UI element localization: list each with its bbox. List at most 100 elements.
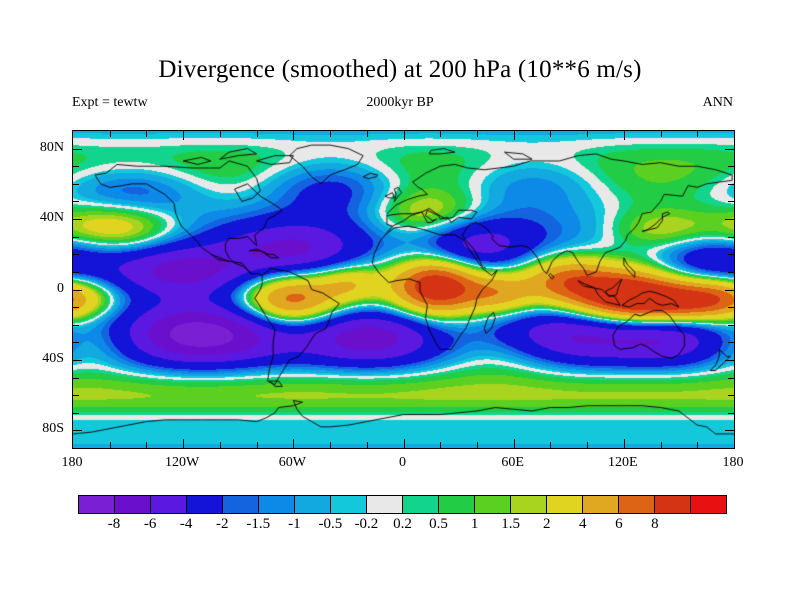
latitude-minor-tick [73, 236, 79, 238]
longitude-minor-tick [366, 442, 368, 448]
longitude-tick-label: 60E [501, 455, 524, 470]
colorbar [78, 495, 727, 514]
latitude-tick-label: 40N [39, 210, 64, 226]
longitude-major-tick [403, 439, 405, 448]
latitude-minor-tick [73, 342, 79, 344]
latitude-minor-tick [73, 412, 79, 414]
colorbar-cell [619, 496, 655, 513]
experiment-label: Expt = tewtw [72, 95, 148, 110]
colorbar-cell [367, 496, 403, 513]
colorbar-tick-label: 6 [615, 516, 623, 532]
longitude-minor-tick [550, 442, 552, 448]
colorbar-tick-label: -2 [215, 516, 229, 532]
longitude-minor-tick [256, 131, 258, 137]
latitude-tick-label: 0 [57, 280, 64, 296]
colorbar-cell [403, 496, 439, 513]
longitude-major-tick [293, 439, 295, 448]
latitude-minor-tick [728, 342, 734, 344]
longitude-minor-tick [146, 131, 148, 137]
colorbar-tick-label: -0.2 [354, 516, 379, 532]
longitude-major-tick [513, 131, 515, 140]
longitude-minor-tick [109, 442, 111, 448]
period-label: 2000kyr BP [366, 95, 434, 110]
colorbar-cell [223, 496, 259, 513]
longitude-minor-tick [440, 131, 442, 137]
latitude-major-tick [73, 219, 82, 221]
colorbar-tick-label: 8 [651, 516, 659, 532]
map-plot-area [72, 130, 735, 449]
latitude-major-tick [725, 148, 734, 150]
latitude-minor-tick [73, 271, 79, 273]
colorbar-tick-label: -8 [107, 516, 121, 532]
latitude-minor-tick [73, 183, 79, 185]
longitude-tick-label: 180 [722, 455, 744, 470]
colorbar-cell [547, 496, 583, 513]
latitude-major-tick [725, 219, 734, 221]
colorbar-cell [439, 496, 475, 513]
longitude-tick-label: 180 [61, 455, 83, 470]
colorbar-cell [475, 496, 511, 513]
colorbar-cell [655, 496, 691, 513]
longitude-major-tick [623, 439, 625, 448]
latitude-minor-tick [728, 307, 734, 309]
longitude-tick-label: 120E [608, 455, 638, 470]
latitude-major-tick [725, 359, 734, 361]
longitude-minor-tick [330, 131, 332, 137]
latitude-minor-tick [728, 377, 734, 379]
latitude-major-tick [73, 148, 82, 150]
latitude-major-tick [73, 430, 82, 432]
latitude-tick-label: 80N [39, 139, 64, 155]
longitude-major-tick [183, 439, 185, 448]
latitude-minor-tick [73, 307, 79, 309]
longitude-major-tick [403, 131, 405, 140]
longitude-minor-tick [587, 131, 589, 137]
latitude-minor-tick [728, 395, 734, 397]
latitude-minor-tick [728, 324, 734, 326]
longitude-minor-tick [330, 442, 332, 448]
colorbar-tick-labels: -8 -6 -4 -2 -1.5 -1 -0.5 -0.2 0.2 0.5 1 1.5 2 4 6 8 [78, 516, 727, 538]
longitude-minor-tick [550, 131, 552, 137]
longitude-minor-tick [109, 131, 111, 137]
colorbar-tick-label: 0.2 [393, 516, 412, 532]
colorbar-cell [583, 496, 619, 513]
colorbar-cell [115, 496, 151, 513]
longitude-tick-label: 60W [278, 455, 306, 470]
latitude-minor-tick [728, 183, 734, 185]
colorbar-cell [187, 496, 223, 513]
colorbar-cell [331, 496, 367, 513]
latitude-major-tick [725, 430, 734, 432]
latitude-tick-label: 40S [42, 350, 64, 366]
colorbar-cell [691, 496, 726, 513]
season-label: ANN [702, 95, 733, 110]
colorbar-cell [151, 496, 187, 513]
latitude-minor-tick [73, 395, 79, 397]
colorbar-tick-label: -1 [288, 516, 301, 532]
colorbar-tick-label: 1.5 [501, 516, 521, 532]
latitude-major-tick [73, 359, 82, 361]
longitude-major-tick [623, 131, 625, 140]
chart-title: Divergence (smoothed) at 200 hPa (10**6 … [158, 56, 642, 83]
longitude-minor-tick [476, 442, 478, 448]
latitude-tick-label: 80S [42, 421, 64, 437]
longitude-minor-tick [697, 442, 699, 448]
latitude-minor-tick [728, 271, 734, 273]
longitude-minor-tick [146, 442, 148, 448]
longitude-minor-tick [660, 442, 662, 448]
colorbar-cell [511, 496, 547, 513]
longitude-tick-label: 0 [399, 455, 406, 470]
latitude-minor-tick [728, 236, 734, 238]
latitude-minor-tick [728, 201, 734, 203]
longitude-minor-tick [660, 131, 662, 137]
latitude-major-tick [73, 289, 82, 291]
colorbar-tick-label: 0.5 [429, 516, 448, 532]
divergence-field [73, 131, 734, 448]
latitude-minor-tick [73, 377, 79, 379]
longitude-minor-tick [587, 442, 589, 448]
longitude-minor-tick [219, 131, 221, 137]
longitude-minor-tick [256, 442, 258, 448]
longitude-tick-label: 120W [165, 455, 200, 470]
longitude-major-tick [293, 131, 295, 140]
latitude-minor-tick [73, 254, 79, 256]
latitude-major-tick [725, 289, 734, 291]
colorbar-cell [79, 496, 115, 513]
